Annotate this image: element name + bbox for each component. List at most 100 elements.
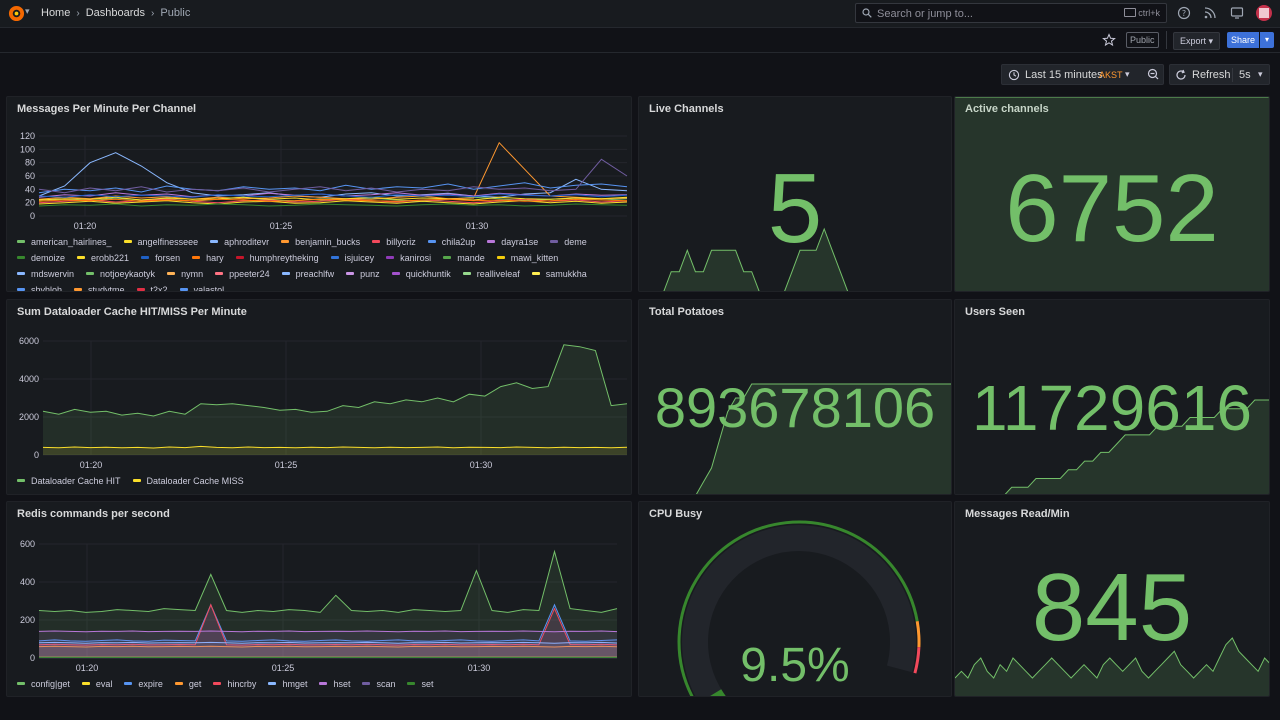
legend-item[interactable]: benjamin_bucks bbox=[281, 234, 360, 250]
x-tick-label: 01:30 bbox=[466, 221, 489, 231]
legend-item[interactable]: hincrby bbox=[213, 676, 256, 692]
x-tick-label: 01:20 bbox=[74, 221, 97, 231]
panel-cpu-busy[interactable]: CPU Busy 9.5% bbox=[638, 501, 952, 697]
legend-item[interactable]: forsen bbox=[141, 250, 180, 266]
legend-label: Dataloader Cache MISS bbox=[146, 476, 244, 486]
legend-label: set bbox=[421, 679, 434, 689]
legend-item[interactable]: notjoeykaotyk bbox=[86, 266, 155, 282]
tv-mode-icon[interactable] bbox=[1230, 6, 1244, 20]
legend-item[interactable]: angelfinesseee bbox=[123, 234, 199, 250]
legend-swatch bbox=[281, 272, 290, 275]
legend-label: studytme bbox=[88, 285, 125, 292]
panel-title: Messages Per Minute Per Channel bbox=[17, 103, 197, 115]
legend-swatch bbox=[281, 240, 290, 243]
legend-item[interactable]: nymn bbox=[167, 266, 203, 282]
refresh-interval[interactable]: 5s bbox=[1239, 69, 1251, 81]
legend-item[interactable]: aphroditevr bbox=[210, 234, 269, 250]
rss-icon[interactable] bbox=[1203, 6, 1217, 20]
legend-item[interactable]: erobb221 bbox=[77, 250, 129, 266]
svg-text:?: ? bbox=[1182, 9, 1186, 18]
series-line bbox=[38, 198, 628, 202]
x-tick-label: 01:25 bbox=[270, 221, 293, 231]
legend-item[interactable]: mdswervin bbox=[17, 266, 74, 282]
legend-label: quickhuntik bbox=[405, 269, 451, 279]
legend-item[interactable]: hset bbox=[319, 676, 350, 692]
legend-item[interactable]: get bbox=[174, 676, 202, 692]
refresh-picker[interactable]: Refresh 5s ▾ bbox=[1169, 64, 1270, 85]
legend-item[interactable]: punz bbox=[346, 266, 380, 282]
panel-total-potatoes[interactable]: Total Potatoes 893678106 bbox=[638, 299, 952, 495]
legend-item[interactable]: chila2up bbox=[427, 234, 475, 250]
legend-item[interactable]: scan bbox=[362, 676, 395, 692]
legend-label: realliveleaf bbox=[476, 269, 520, 279]
legend-item[interactable]: deme bbox=[550, 234, 587, 250]
legend-item[interactable]: set bbox=[407, 676, 434, 692]
legend-item[interactable]: expire bbox=[124, 676, 163, 692]
gauge-track bbox=[682, 525, 917, 696]
panel-active-channels[interactable]: Active channels 6752 bbox=[954, 96, 1270, 292]
share-menu-chevron-icon[interactable]: ▾ bbox=[1260, 32, 1274, 48]
legend-label: angelfinesseee bbox=[137, 237, 199, 247]
y-tick-label: 100 bbox=[20, 144, 35, 154]
legend-item[interactable]: kanirosi bbox=[386, 250, 431, 266]
search-box[interactable]: ctrl+k bbox=[855, 3, 1167, 23]
legend-item[interactable]: realliveleaf bbox=[462, 266, 520, 282]
legend-item[interactable]: billycriz bbox=[372, 234, 416, 250]
breadcrumb-home[interactable]: Home bbox=[41, 7, 71, 19]
share-button[interactable]: Share bbox=[1227, 32, 1259, 48]
zoom-out-icon[interactable] bbox=[1143, 64, 1164, 85]
legend-item[interactable]: ppeeter24 bbox=[215, 266, 270, 282]
legend-item[interactable]: isjuicey bbox=[330, 250, 374, 266]
panel-live-channels[interactable]: Live Channels 5 bbox=[638, 96, 952, 292]
search-input[interactable] bbox=[875, 5, 1109, 23]
y-tick-label: 80 bbox=[25, 158, 35, 168]
legend-item[interactable]: quickhuntik bbox=[391, 266, 451, 282]
legend-label: get bbox=[188, 679, 202, 689]
chevron-down-icon[interactable]: ▾ bbox=[25, 6, 30, 16]
refresh-icon bbox=[1176, 69, 1186, 80]
legend-item[interactable]: preachlfw bbox=[281, 266, 334, 282]
legend-item[interactable]: shyhloh bbox=[17, 282, 62, 291]
panel-redis-commands[interactable]: Redis commands per second 0 200 400 600 01:2… bbox=[6, 501, 632, 697]
legend-item[interactable]: dayra1se bbox=[487, 234, 538, 250]
legend-swatch bbox=[330, 256, 339, 259]
public-badge: Public bbox=[1126, 32, 1159, 48]
panel-messages-per-minute[interactable]: Messages Per Minute Per Channel 0 20 40 60 8… bbox=[6, 96, 632, 292]
legend-label: ppeeter24 bbox=[229, 269, 270, 279]
gauge-threshold-red bbox=[913, 647, 921, 674]
help-icon[interactable]: ? bbox=[1177, 6, 1191, 20]
time-range-label: Last 15 minutes bbox=[1025, 69, 1103, 81]
legend-swatch bbox=[17, 682, 25, 685]
time-range-picker[interactable]: Last 15 minutes AKST ▾ bbox=[1001, 64, 1164, 85]
user-avatar[interactable] bbox=[1256, 5, 1272, 21]
legend-item[interactable]: hmget bbox=[268, 676, 307, 692]
legend-item[interactable]: mande bbox=[443, 250, 485, 266]
chart-legend: config|get eval expire get hincrby hmget hset s… bbox=[17, 676, 627, 692]
legend-item[interactable]: valastol bbox=[179, 282, 224, 291]
legend-item[interactable]: american_hairlines_ bbox=[17, 234, 112, 250]
legend-item[interactable]: humphreytheking bbox=[235, 250, 319, 266]
legend-item[interactable]: hary bbox=[192, 250, 224, 266]
legend-item[interactable]: Dataloader Cache HIT bbox=[17, 473, 121, 489]
legend-item[interactable]: samukkha bbox=[531, 266, 587, 282]
star-icon[interactable] bbox=[1102, 33, 1116, 47]
panel-dataloader-cache[interactable]: Sum Dataloader Cache HIT/MISS Per Minute… bbox=[6, 299, 632, 495]
panel-users-seen[interactable]: Users Seen 11729616 bbox=[954, 299, 1270, 495]
legend-item[interactable]: demoize bbox=[17, 250, 65, 266]
grafana-logo-icon[interactable] bbox=[8, 5, 25, 22]
breadcrumb-dashboards[interactable]: Dashboards bbox=[85, 7, 146, 19]
y-tick-label: 200 bbox=[20, 615, 35, 625]
legend-item[interactable]: studytme bbox=[74, 282, 125, 292]
legend-item[interactable]: eval bbox=[81, 676, 112, 692]
legend-swatch bbox=[531, 272, 540, 275]
legend-item[interactable]: mawi_kitten bbox=[496, 250, 558, 266]
legend-swatch bbox=[123, 240, 132, 243]
legend-item[interactable]: t2x2 bbox=[136, 282, 168, 291]
legend-item[interactable]: Dataloader Cache MISS bbox=[132, 473, 244, 489]
panel-messages-read[interactable]: Messages Read/Min 845 bbox=[954, 501, 1270, 697]
legend-item[interactable]: config|get bbox=[17, 676, 70, 692]
chart-messages: 0 20 40 60 80 100 120 01:20 01:25 01:30 bbox=[20, 131, 628, 231]
legend-swatch bbox=[550, 240, 559, 243]
keyboard-icon bbox=[1124, 8, 1137, 17]
export-button[interactable]: Export ▾ bbox=[1173, 32, 1221, 50]
